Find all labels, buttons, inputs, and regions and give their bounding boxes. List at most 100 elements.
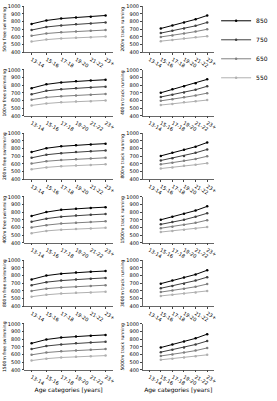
svg-text:15-16: 15-16 <box>45 120 61 132</box>
svg-text:13-14: 13-14 <box>30 56 46 68</box>
svg-text:21-22: 21-22 <box>89 247 105 259</box>
svg-text:13-14: 13-14 <box>147 120 163 132</box>
svg-text:900: 900 <box>11 138 21 144</box>
svg-text:13-14: 13-14 <box>147 374 163 386</box>
svg-text:15-16: 15-16 <box>159 374 175 386</box>
svg-text:500: 500 <box>11 295 21 301</box>
svg-text:15-16: 15-16 <box>159 310 175 322</box>
svg-text:900: 900 <box>129 11 139 17</box>
svg-text:100m free swimming: 100m free swimming <box>2 69 7 117</box>
svg-text:900: 900 <box>11 265 21 271</box>
svg-text:13-14: 13-14 <box>30 374 46 386</box>
svg-text:17-18: 17-18 <box>171 120 187 132</box>
svg-text:19-20: 19-20 <box>182 247 198 259</box>
svg-text:600: 600 <box>11 224 21 230</box>
svg-text:400: 400 <box>129 240 139 246</box>
svg-text:17-18: 17-18 <box>171 56 187 68</box>
svg-text:800: 800 <box>129 272 139 278</box>
svg-text:800m track running: 800m track running <box>120 134 125 179</box>
svg-text:700: 700 <box>11 90 21 96</box>
svg-text:19-20: 19-20 <box>74 310 90 322</box>
svg-text:19-20: 19-20 <box>74 120 90 132</box>
svg-text:23+: 23+ <box>205 183 217 193</box>
svg-text:200m track running: 200m track running <box>120 7 125 52</box>
svg-text:1000: 1000 <box>126 130 139 136</box>
svg-text:600: 600 <box>129 351 139 357</box>
svg-text:400: 400 <box>11 49 21 55</box>
svg-text:13-14: 13-14 <box>147 56 163 68</box>
svg-text:13-14: 13-14 <box>30 247 46 259</box>
svg-text:500: 500 <box>11 232 21 238</box>
svg-text:900: 900 <box>11 328 21 334</box>
svg-text:600: 600 <box>129 288 139 294</box>
svg-text:15-16: 15-16 <box>159 183 175 195</box>
svg-text:5000m track running: 5000m track running <box>120 323 125 371</box>
svg-text:400: 400 <box>129 303 139 309</box>
svg-text:700: 700 <box>129 217 139 223</box>
svg-text:23+: 23+ <box>205 56 217 66</box>
svg-text:400: 400 <box>11 367 21 373</box>
svg-text:1000: 1000 <box>8 257 21 263</box>
svg-text:850: 850 <box>256 17 268 24</box>
svg-text:21-22: 21-22 <box>194 120 210 132</box>
svg-text:800: 800 <box>11 82 21 88</box>
svg-text:3000m track running: 3000m track running <box>120 259 125 307</box>
svg-text:700: 700 <box>129 26 139 32</box>
svg-text:50m free swimming: 50m free swimming <box>2 7 7 52</box>
svg-text:23+: 23+ <box>104 310 116 320</box>
svg-text:23+: 23+ <box>104 120 116 130</box>
svg-text:23+: 23+ <box>205 120 217 130</box>
svg-text:1000: 1000 <box>126 3 139 9</box>
svg-text:800m free swimming: 800m free swimming <box>2 259 7 307</box>
svg-text:13-14: 13-14 <box>30 310 46 322</box>
svg-text:17-18: 17-18 <box>59 183 75 195</box>
svg-text:19-20: 19-20 <box>74 374 90 386</box>
svg-text:600: 600 <box>129 161 139 167</box>
svg-text:15-16: 15-16 <box>45 247 61 259</box>
svg-text:900: 900 <box>129 201 139 207</box>
svg-text:1000: 1000 <box>8 130 21 136</box>
svg-text:400: 400 <box>129 176 139 182</box>
svg-text:1500m free swimming: 1500m free swimming <box>2 321 7 372</box>
svg-text:200m free swimming: 200m free swimming <box>2 132 7 180</box>
svg-text:19-20: 19-20 <box>182 310 198 322</box>
svg-text:700: 700 <box>129 280 139 286</box>
svg-text:21-22: 21-22 <box>194 310 210 322</box>
svg-text:800: 800 <box>129 82 139 88</box>
svg-text:1000: 1000 <box>8 3 21 9</box>
svg-text:13-14: 13-14 <box>30 183 46 195</box>
svg-text:400: 400 <box>129 113 139 119</box>
svg-text:19-20: 19-20 <box>74 56 90 68</box>
svg-text:900: 900 <box>129 138 139 144</box>
svg-text:23+: 23+ <box>104 56 116 66</box>
svg-text:17-18: 17-18 <box>171 374 187 386</box>
svg-text:21-22: 21-22 <box>194 56 210 68</box>
svg-text:19-20: 19-20 <box>74 247 90 259</box>
svg-text:15-16: 15-16 <box>45 183 61 195</box>
svg-text:700: 700 <box>129 153 139 159</box>
svg-text:1000: 1000 <box>8 194 21 200</box>
svg-text:17-18: 17-18 <box>171 310 187 322</box>
svg-text:900: 900 <box>11 74 21 80</box>
svg-text:21-22: 21-22 <box>194 374 210 386</box>
svg-text:700: 700 <box>11 217 21 223</box>
svg-text:600: 600 <box>129 97 139 103</box>
svg-text:19-20: 19-20 <box>182 56 198 68</box>
svg-text:15-16: 15-16 <box>45 374 61 386</box>
svg-text:900: 900 <box>129 265 139 271</box>
svg-text:17-18: 17-18 <box>59 120 75 132</box>
svg-text:600: 600 <box>11 97 21 103</box>
svg-text:700: 700 <box>11 280 21 286</box>
svg-text:500: 500 <box>129 168 139 174</box>
svg-text:500: 500 <box>129 232 139 238</box>
svg-text:Age categories [years]: Age categories [years] <box>35 386 103 394</box>
svg-text:800: 800 <box>11 209 21 215</box>
svg-text:400: 400 <box>11 240 21 246</box>
svg-text:17-18: 17-18 <box>59 310 75 322</box>
svg-text:400m track running: 400m track running <box>120 70 125 115</box>
svg-text:700: 700 <box>11 153 21 159</box>
svg-text:15-16: 15-16 <box>159 247 175 259</box>
svg-text:400: 400 <box>11 176 21 182</box>
svg-text:400m free swimming: 400m free swimming <box>2 196 7 244</box>
svg-text:600: 600 <box>11 34 21 40</box>
